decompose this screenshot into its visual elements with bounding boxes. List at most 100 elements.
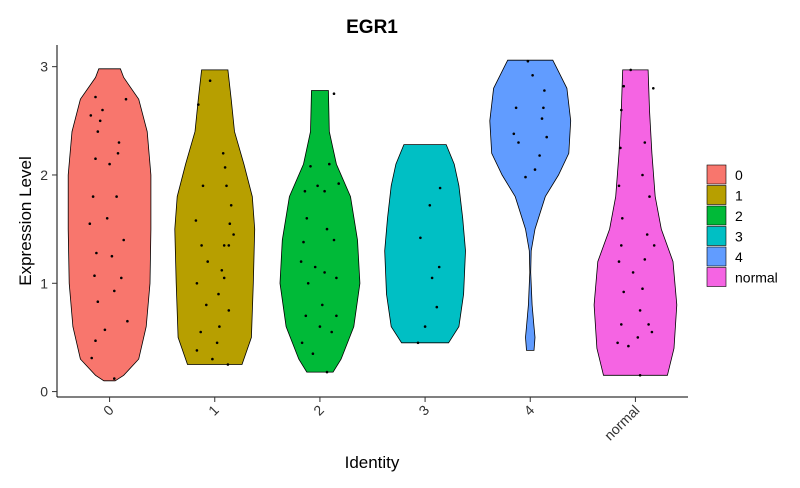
legend-item-2: 2: [706, 205, 743, 226]
y-axis-label: Expression Level: [16, 156, 35, 285]
point-3-7: [423, 325, 427, 328]
point-normal-15: [645, 233, 649, 236]
point-normal-19: [650, 330, 654, 334]
point-4-11: [538, 154, 541, 157]
point-0-17: [117, 141, 121, 144]
violin-3: [384, 144, 466, 344]
violin-group-1: [174, 69, 256, 366]
point-1-25: [232, 233, 235, 236]
point-2-17: [337, 182, 341, 185]
legend-swatch-1: [706, 185, 727, 205]
point-0-16: [115, 195, 118, 198]
point-normal-3: [617, 260, 621, 263]
point-4-6: [543, 89, 546, 92]
point-normal-12: [638, 309, 642, 312]
legend-label-0: 0: [735, 167, 743, 183]
x-tick-label-2: 2: [310, 402, 327, 419]
y-tick-label-2: 2: [40, 167, 48, 183]
point-0-19: [122, 238, 125, 242]
point-normal-9: [622, 84, 625, 88]
point-normal-7: [619, 146, 622, 150]
point-0-14: [105, 217, 109, 220]
point-0-5: [88, 222, 92, 225]
point-1-20: [211, 357, 214, 361]
legend-item-1: 1: [706, 185, 743, 205]
point-2-13: [323, 189, 326, 193]
point-1-5: [194, 219, 198, 222]
violin-group-normal: [593, 68, 678, 377]
point-1-19: [229, 204, 233, 207]
point-0-10: [94, 95, 97, 99]
legend-label-1: 1: [735, 188, 743, 204]
point-normal-23: [643, 141, 647, 144]
legend-swatch-0: [706, 164, 727, 185]
violin-4: [489, 59, 572, 351]
violin-2: [279, 90, 361, 373]
point-0-3: [93, 274, 96, 278]
point-2-10: [321, 303, 324, 307]
point-3-6: [416, 341, 420, 345]
legend: 0 1 2 3 4 normal: [706, 164, 778, 287]
point-2-14: [328, 162, 331, 166]
point-0-0: [90, 356, 93, 360]
point-1-8: [208, 79, 212, 82]
point-0-8: [96, 130, 100, 133]
point-normal-24: [652, 87, 655, 90]
point-2-19: [325, 370, 329, 374]
x-tick-label-1: 1: [205, 402, 222, 419]
point-1-18: [223, 166, 227, 169]
point-normal-18: [638, 374, 642, 377]
legend-label-4: 4: [735, 249, 743, 265]
point-normal-21: [647, 323, 650, 326]
point-1-15: [228, 222, 232, 225]
point-normal-2: [622, 290, 625, 294]
point-3-3: [437, 265, 441, 269]
point-0-24: [98, 119, 102, 123]
legend-label-normal: normal: [735, 270, 778, 286]
point-0-15: [108, 162, 111, 166]
point-1-4: [200, 244, 203, 247]
point-2-1: [304, 314, 308, 318]
point-0-6: [91, 195, 95, 198]
point-1-14: [227, 244, 231, 247]
point-0-25: [116, 152, 120, 155]
point-2-8: [311, 352, 315, 356]
point-2-2: [306, 282, 310, 285]
point-normal-25: [631, 271, 635, 274]
point-4-9: [526, 59, 530, 63]
point-2-20: [316, 184, 319, 188]
point-3-1: [428, 204, 432, 207]
violin-group-0: [67, 68, 152, 382]
point-1-21: [226, 363, 230, 366]
x-tick-label-normal: normal: [601, 402, 643, 444]
point-normal-22: [627, 344, 630, 348]
point-normal-4: [620, 244, 623, 247]
legend-swatch-2: [706, 205, 727, 226]
legend-swatch-4: [706, 246, 727, 267]
point-1-17: [221, 152, 225, 155]
point-1-7: [197, 103, 200, 106]
point-2-11: [323, 271, 326, 274]
point-4-3: [524, 175, 527, 179]
point-normal-17: [641, 173, 644, 177]
point-0-7: [94, 157, 97, 160]
point-0-18: [124, 97, 128, 101]
point-2-21: [332, 92, 336, 95]
point-1-24: [222, 276, 226, 280]
violin-1: [174, 69, 256, 365]
point-2-18: [330, 330, 334, 334]
point-2-16: [335, 276, 338, 280]
point-1-1: [199, 330, 202, 334]
point-2-22: [313, 265, 317, 269]
point-1-23: [206, 260, 209, 263]
point-normal-14: [643, 258, 647, 261]
y-tick-label-0: 0: [40, 384, 48, 400]
point-1-10: [218, 325, 221, 328]
point-1-6: [201, 184, 205, 188]
x-axis-label: Identity: [345, 453, 400, 472]
point-3-2: [430, 276, 434, 280]
point-normal-10: [629, 68, 632, 72]
point-0-2: [96, 300, 100, 304]
violin-group-2: [279, 90, 361, 374]
